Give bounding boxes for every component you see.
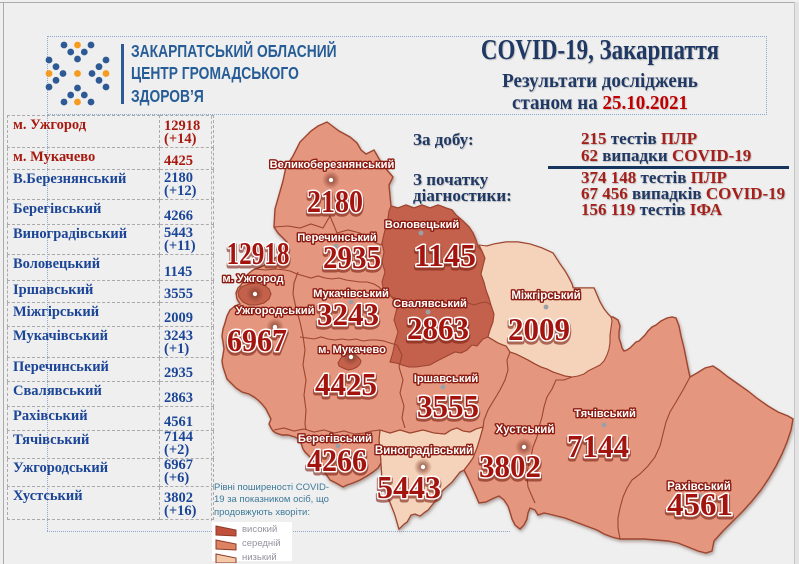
svg-text:2009: 2009 xyxy=(508,313,570,349)
svg-text:Великоберезнянський: Великоберезнянський xyxy=(270,159,395,171)
svg-text:4561: 4561 xyxy=(667,488,733,524)
svg-text:Хустський: Хустський xyxy=(496,424,555,436)
svg-text:7144: 7144 xyxy=(567,428,629,464)
svg-text:3802: 3802 xyxy=(479,450,541,486)
svg-text:1145: 1145 xyxy=(414,239,476,275)
svg-text:3802: 3802 xyxy=(479,448,541,484)
svg-text:Тячівський: Тячівський xyxy=(574,408,636,420)
svg-text:Перечинський: Перечинський xyxy=(297,232,377,244)
svg-text:4561: 4561 xyxy=(667,486,733,522)
svg-text:2863: 2863 xyxy=(407,312,469,348)
svg-text:1145: 1145 xyxy=(414,237,476,273)
svg-text:4425: 4425 xyxy=(315,366,377,402)
svg-text:Іршавський: Іршавський xyxy=(414,373,479,385)
svg-text:5443: 5443 xyxy=(377,471,441,507)
svg-text:2180: 2180 xyxy=(307,183,363,219)
svg-text:Виноградівський: Виноградівський xyxy=(375,445,473,457)
svg-text:Міжгірський: Міжгірський xyxy=(511,290,580,302)
svg-text:3243: 3243 xyxy=(317,296,379,332)
svg-text:Мукачівський: Мукачівський xyxy=(313,288,389,300)
svg-text:Воловецький: Воловецький xyxy=(385,219,460,231)
svg-text:2935: 2935 xyxy=(323,239,381,275)
svg-text:7144: 7144 xyxy=(567,430,629,466)
svg-text:3243: 3243 xyxy=(317,298,379,334)
svg-text:5443: 5443 xyxy=(377,469,441,505)
svg-text:2863: 2863 xyxy=(407,310,469,346)
svg-text:2180: 2180 xyxy=(307,185,363,221)
svg-text:12918: 12918 xyxy=(227,237,290,273)
svg-text:6967: 6967 xyxy=(227,324,287,360)
svg-text:4266: 4266 xyxy=(307,442,367,478)
svg-text:6967: 6967 xyxy=(227,322,287,358)
svg-text:Ужгородський: Ужгородський xyxy=(235,305,314,317)
svg-text:м. Ужгород: м. Ужгород xyxy=(222,273,283,285)
svg-text:Свалявський: Свалявський xyxy=(393,298,467,310)
svg-text:4425: 4425 xyxy=(315,368,377,404)
svg-text:Берегівський: Берегівський xyxy=(298,433,372,445)
svg-text:2935: 2935 xyxy=(323,241,381,277)
svg-text:2009: 2009 xyxy=(508,311,570,347)
svg-text:12918: 12918 xyxy=(227,235,290,271)
svg-text:3555: 3555 xyxy=(417,388,479,424)
svg-text:м. Мукачево: м. Мукачево xyxy=(318,344,386,356)
svg-text:3555: 3555 xyxy=(417,390,479,426)
svg-text:Рахівський: Рахівський xyxy=(667,481,731,493)
svg-text:4266: 4266 xyxy=(307,444,367,480)
